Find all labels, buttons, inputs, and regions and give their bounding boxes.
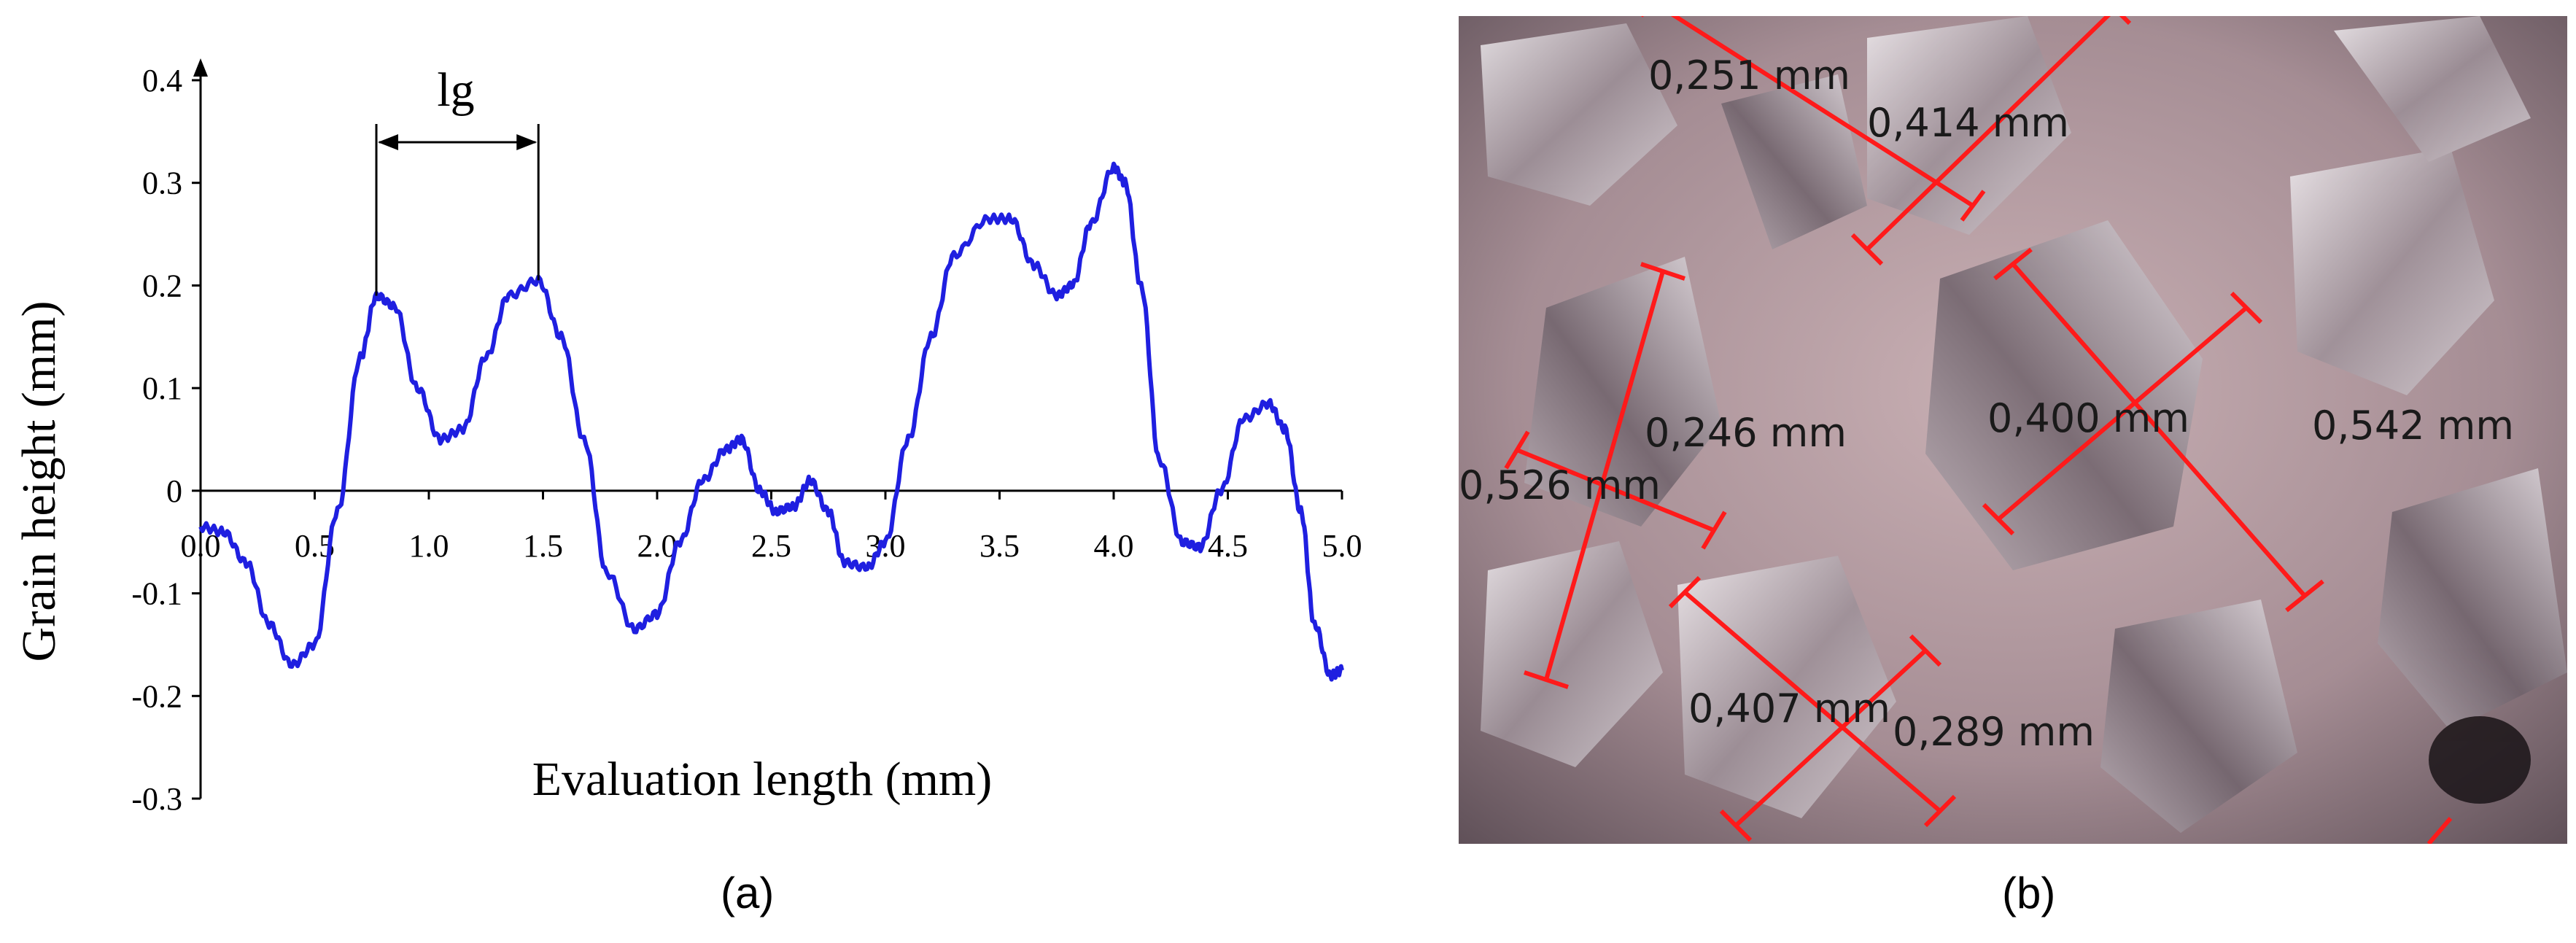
lg-arrow-right (516, 134, 538, 150)
measure-line-1 (1670, 16, 1974, 208)
measure-line-5 (1997, 306, 2248, 521)
measurement-label-6: 0,526 mm (1459, 462, 1661, 508)
y-tick-label: -0.2 (131, 678, 182, 714)
y-tick-label: 0.2 (142, 268, 182, 303)
y-tick-label: 0.4 (142, 63, 182, 98)
grain-profile-line (198, 161, 1344, 682)
x-tick-label: 2.5 (751, 528, 791, 564)
lg-annotation-label: lg (437, 63, 474, 117)
measurement-label-8: 0,289 mm (1893, 709, 2095, 755)
measure-line-3 (1544, 271, 1665, 680)
y-tick-label: -0.3 (131, 781, 182, 817)
grain-micrograph-panel: 0,251 mm 0,414 mm 0,246 mm 0,400 mm 0,54… (1459, 16, 2567, 844)
grain-micrograph: 0,251 mm 0,414 mm 0,246 mm 0,400 mm 0,54… (1459, 16, 2567, 844)
y-tick-label: 0.1 (142, 370, 182, 406)
measurement-label-3: 0,246 mm (1645, 410, 1847, 456)
x-tick-label: 4.5 (1208, 528, 1248, 564)
measure-line-2 (1865, 16, 2111, 252)
measurement-lines (1504, 16, 2453, 844)
grain-height-chart: 0.40.30.20.10-0.1-0.2-0.30.0 0.5 1.0 1.5 2.0… (12, 58, 1362, 817)
grain-height-chart-panel: 0.4 0.3 0.2 0.1 0 -0.1 -0.2 -0.3 0.0 0.5 1.0 1.5 2.0… (12, 58, 1362, 917)
lg-arrow-left (378, 134, 399, 150)
measurement-label-1: 0,251 mm (1648, 53, 1850, 98)
y-tick-label: 0 (166, 473, 182, 509)
x-tick-label: 4.0 (1094, 528, 1134, 564)
y-tick-label: -0.1 (131, 576, 182, 612)
x-tick-label: 5.0 (1322, 528, 1362, 564)
y-tick-label: 0.3 (142, 166, 182, 201)
x-tick-label: 1.0 (409, 528, 449, 564)
panel-label-b: (b) (2002, 869, 2056, 917)
measurement-label-4: 0,400 mm (1987, 395, 2189, 441)
panel-label-a: (a) (721, 869, 775, 917)
x-tick-label: 1.5 (523, 528, 563, 564)
measure-line-8 (1734, 648, 1928, 828)
measurement-label-5: 0,542 mm (2312, 403, 2514, 449)
x-tick-label: 2.0 (637, 528, 678, 564)
measure-line-4 (1516, 448, 1715, 532)
measure-line-6 (2011, 263, 2307, 597)
measurement-label-7: 0,407 mm (1688, 686, 1890, 731)
x-axis-title: Evaluation length (mm) (532, 753, 993, 806)
x-tick-label: 3.5 (979, 528, 1020, 564)
y-axis-title: Grain height (mm) (12, 301, 66, 662)
measure-line-7 (1683, 590, 1941, 813)
grain-crystals (1481, 16, 2567, 833)
y-axis-arrow (193, 58, 208, 77)
x-tick-label: 0.0 (181, 528, 221, 564)
measurement-label-2: 0,414 mm (1867, 100, 2069, 146)
